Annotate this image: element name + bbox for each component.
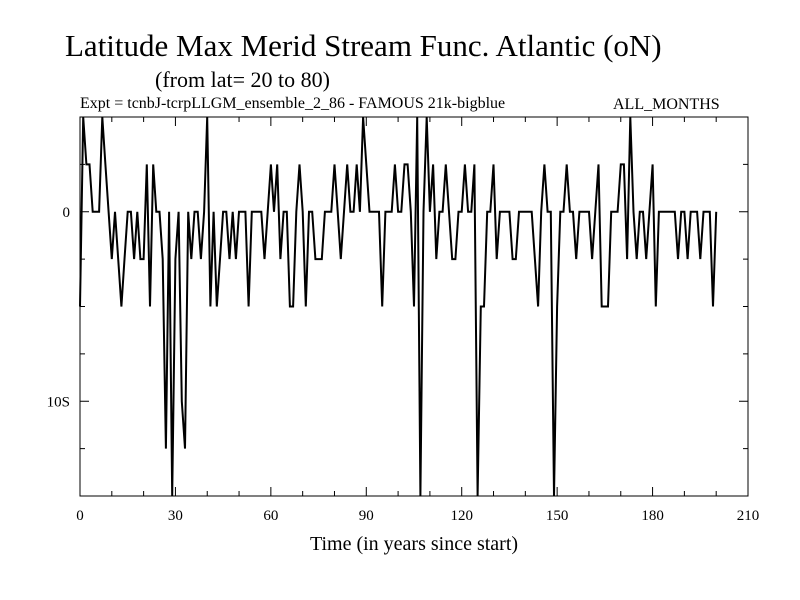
x-tick-label: 90 — [359, 508, 374, 524]
chart-title: Latitude Max Merid Stream Func. Atlantic… — [65, 28, 662, 63]
axis-tick-labels: 0 30 60 90 120 150 180 210 0 10S — [47, 205, 760, 524]
y-tick-label: 0 — [63, 205, 71, 221]
x-tick-label: 0 — [76, 508, 84, 524]
x-tick-label: 120 — [450, 508, 473, 524]
x-tick-label: 30 — [168, 508, 183, 524]
series-line — [79, 116, 718, 497]
months-label: ALL_MONTHS — [613, 96, 720, 113]
axis-ticks — [79, 116, 749, 497]
x-tick-label: 60 — [263, 508, 278, 524]
x-tick-label: 180 — [641, 508, 664, 524]
y-tick-label: 10S — [47, 394, 70, 410]
chart-subtitle: (from lat= 20 to 80) — [155, 67, 330, 92]
experiment-label: Expt = tcnbJ-tcrpLLGM_ensemble_2_86 - FA… — [80, 95, 506, 112]
x-axis-label: Time (in years since start) — [310, 533, 518, 555]
x-tick-label: 150 — [546, 508, 569, 524]
x-tick-label: 210 — [737, 508, 760, 524]
